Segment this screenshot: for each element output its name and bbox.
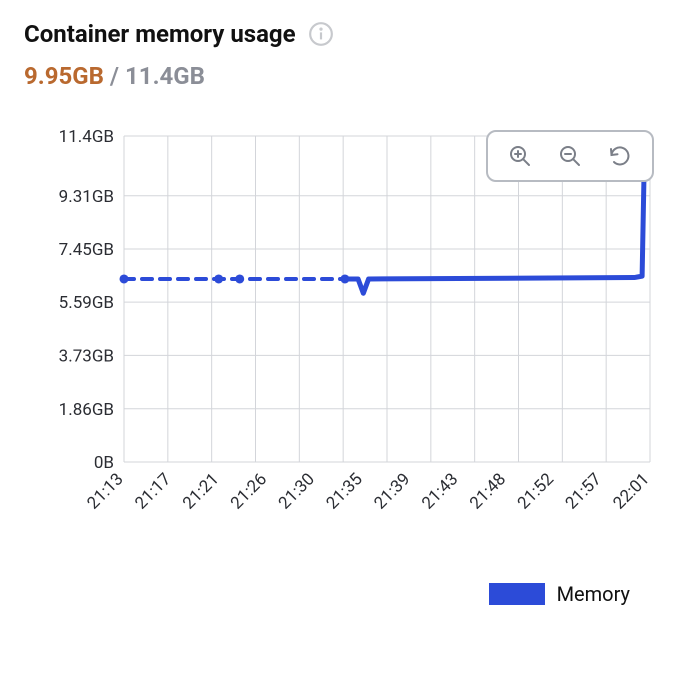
svg-text:21:21: 21:21 [179,469,223,513]
svg-text:0B: 0B [94,453,114,473]
reset-zoom-button[interactable] [606,142,634,170]
page-title: Container memory usage [24,20,296,48]
chart-container: 0B 1.86GB 3.73GB 5.59GB 7.45GB 9.31GB 11.4GB 21… [24,126,660,570]
zoom-out-button[interactable] [556,142,584,170]
zoom-in-button[interactable] [506,142,534,170]
chart-legend: Memory [24,582,660,606]
stats-row: 9.95GB / 11.4GB [24,62,660,90]
chart-toolbar [486,130,654,182]
svg-text:21:43: 21:43 [418,469,462,513]
memory-line-chart: 0B 1.86GB 3.73GB 5.59GB 7.45GB 9.31GB 11.4GB 21… [24,126,660,570]
svg-text:21:48: 21:48 [466,469,510,513]
svg-text:21:52: 21:52 [514,469,558,513]
stats-separator: / [110,62,119,90]
svg-text:21:39: 21:39 [370,469,414,513]
current-usage-value: 9.95GB [24,62,104,90]
svg-text:21:57: 21:57 [562,469,606,513]
legend-swatch-memory [489,583,545,605]
svg-text:9.31GB: 9.31GB [59,187,114,207]
svg-text:22:01: 22:01 [609,469,653,513]
svg-text:11.4GB: 11.4GB [59,127,114,147]
info-icon[interactable] [308,21,334,47]
svg-text:21:26: 21:26 [227,469,271,513]
svg-text:21:35: 21:35 [323,469,367,513]
svg-text:21:30: 21:30 [275,469,319,513]
svg-text:21:13: 21:13 [83,469,127,513]
svg-text:1.86GB: 1.86GB [59,400,114,420]
header-row: Container memory usage [24,20,660,48]
svg-text:3.73GB: 3.73GB [59,346,114,366]
svg-text:21:17: 21:17 [131,469,175,513]
svg-text:7.45GB: 7.45GB [59,240,114,260]
max-usage-value: 11.4GB [125,62,205,90]
legend-label-memory: Memory [557,582,630,606]
svg-text:5.59GB: 5.59GB [59,293,114,313]
